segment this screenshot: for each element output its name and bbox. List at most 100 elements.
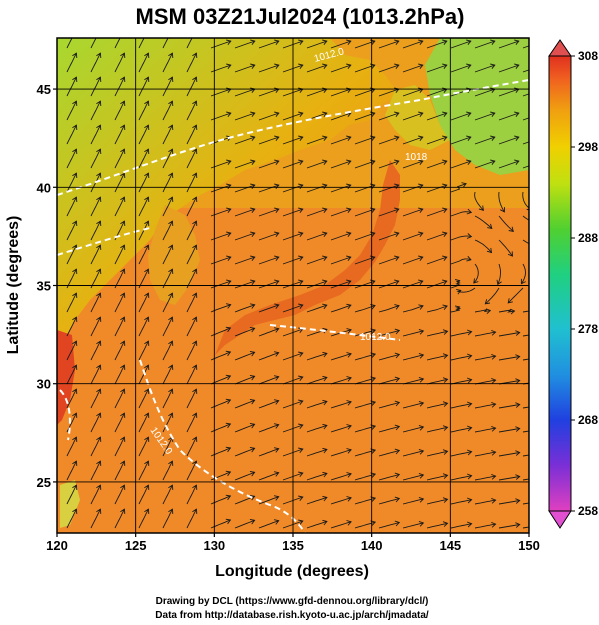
streamline — [378, 112, 399, 121]
streamline-arrowhead — [168, 412, 174, 418]
streamline — [498, 112, 519, 121]
streamline — [426, 378, 448, 385]
streamline-arrowhead — [225, 422, 232, 429]
streamline-arrowhead — [144, 388, 150, 394]
streamline-arrowhead — [442, 377, 449, 383]
streamline — [474, 451, 496, 457]
streamline-arrowhead — [322, 279, 328, 285]
streamline-arrowhead — [394, 111, 400, 117]
streamline-arrowhead — [491, 401, 497, 408]
streamline-arrowhead — [120, 268, 126, 274]
streamline-arrowhead — [461, 182, 467, 188]
streamline — [330, 304, 352, 313]
streamline-arrowhead — [346, 255, 352, 261]
streamline-arrowhead — [96, 388, 102, 394]
x-axis: 120 125 130 135 140 145 150 — [46, 533, 540, 553]
streamline — [402, 40, 423, 49]
streamline-arrowhead — [120, 436, 126, 442]
streamline — [114, 484, 125, 505]
streamline-arrowhead — [418, 207, 424, 213]
colorbar-tick-label: 308 — [578, 49, 598, 63]
streamline — [138, 76, 149, 97]
streamline — [186, 364, 197, 385]
streamline-arrowhead — [466, 401, 473, 408]
streamline-arrowhead — [168, 340, 174, 346]
streamline-arrowhead — [346, 135, 352, 141]
streamline — [378, 402, 400, 409]
streamline — [114, 244, 125, 265]
streamline — [450, 355, 472, 361]
streamline-arrowhead — [394, 255, 400, 261]
streamline-arrowhead — [144, 76, 150, 82]
streamline-arrowhead — [538, 221, 542, 226]
streamline-arrowhead — [538, 112, 543, 117]
streamline — [162, 124, 173, 145]
streamline-arrowhead — [456, 288, 462, 295]
streamline-arrowhead — [144, 316, 150, 322]
streamline — [258, 184, 279, 193]
streamline-arrowhead — [120, 244, 126, 250]
streamline — [306, 256, 327, 265]
streamline — [378, 305, 400, 313]
streamline — [66, 76, 77, 97]
streamline-arrowhead — [298, 39, 304, 45]
streamline — [456, 287, 476, 293]
streamline — [306, 448, 328, 457]
streamline-arrowhead — [144, 484, 150, 490]
streamline-arrowhead — [322, 231, 328, 237]
streamline-arrowhead — [192, 76, 198, 82]
streamline-arrowhead — [192, 196, 198, 202]
streamline-arrowhead — [298, 159, 304, 165]
streamline — [402, 474, 424, 481]
streamline — [378, 160, 399, 169]
streamline-arrowhead — [322, 399, 328, 406]
streamline-arrowhead — [442, 135, 448, 141]
streamline-arrowhead — [490, 111, 496, 117]
streamline — [450, 211, 472, 217]
streamline — [258, 472, 279, 481]
streamline — [138, 220, 149, 241]
streamline-arrowhead — [226, 159, 232, 165]
streamline-arrowhead — [249, 446, 256, 453]
streamline-arrowhead — [322, 423, 328, 430]
streamline — [450, 331, 472, 337]
streamline-arrowhead — [540, 331, 544, 336]
streamline — [426, 280, 447, 289]
streamline-arrowhead — [370, 376, 377, 382]
streamline-arrowhead — [394, 135, 400, 141]
streamline — [426, 256, 447, 265]
streamline — [138, 244, 149, 265]
streamline — [474, 523, 496, 529]
streamline-arrowhead — [298, 63, 304, 69]
streamline-arrowhead — [250, 111, 256, 117]
streamline-arrowhead — [168, 29, 172, 34]
streamline-arrowhead — [226, 207, 232, 213]
streamline — [90, 484, 101, 505]
korean-peninsula — [148, 205, 200, 305]
streamline-arrowhead — [514, 111, 520, 117]
streamline — [474, 88, 495, 97]
streamline — [330, 232, 351, 241]
streamline — [426, 64, 447, 73]
streamline-arrowhead — [120, 29, 124, 34]
streamline-arrowhead — [168, 148, 174, 154]
streamline — [114, 412, 125, 433]
streamline-arrowhead — [515, 426, 521, 432]
streamline-arrowhead — [250, 231, 256, 237]
streamline-arrowhead — [274, 351, 280, 357]
streamline-arrowhead — [120, 292, 126, 298]
streamline-arrowhead — [249, 350, 256, 357]
streamline-arrowhead — [322, 303, 328, 310]
streamline — [234, 256, 255, 265]
streamline — [162, 172, 173, 193]
streamline — [258, 64, 279, 73]
streamline-arrowhead — [418, 376, 425, 383]
streamline — [138, 340, 149, 361]
streamline — [306, 376, 328, 385]
streamline — [378, 330, 400, 337]
streamline — [378, 498, 400, 505]
streamline — [378, 378, 400, 385]
streamline — [114, 124, 125, 145]
streamline — [162, 484, 173, 505]
streamline-arrowhead — [486, 247, 493, 254]
